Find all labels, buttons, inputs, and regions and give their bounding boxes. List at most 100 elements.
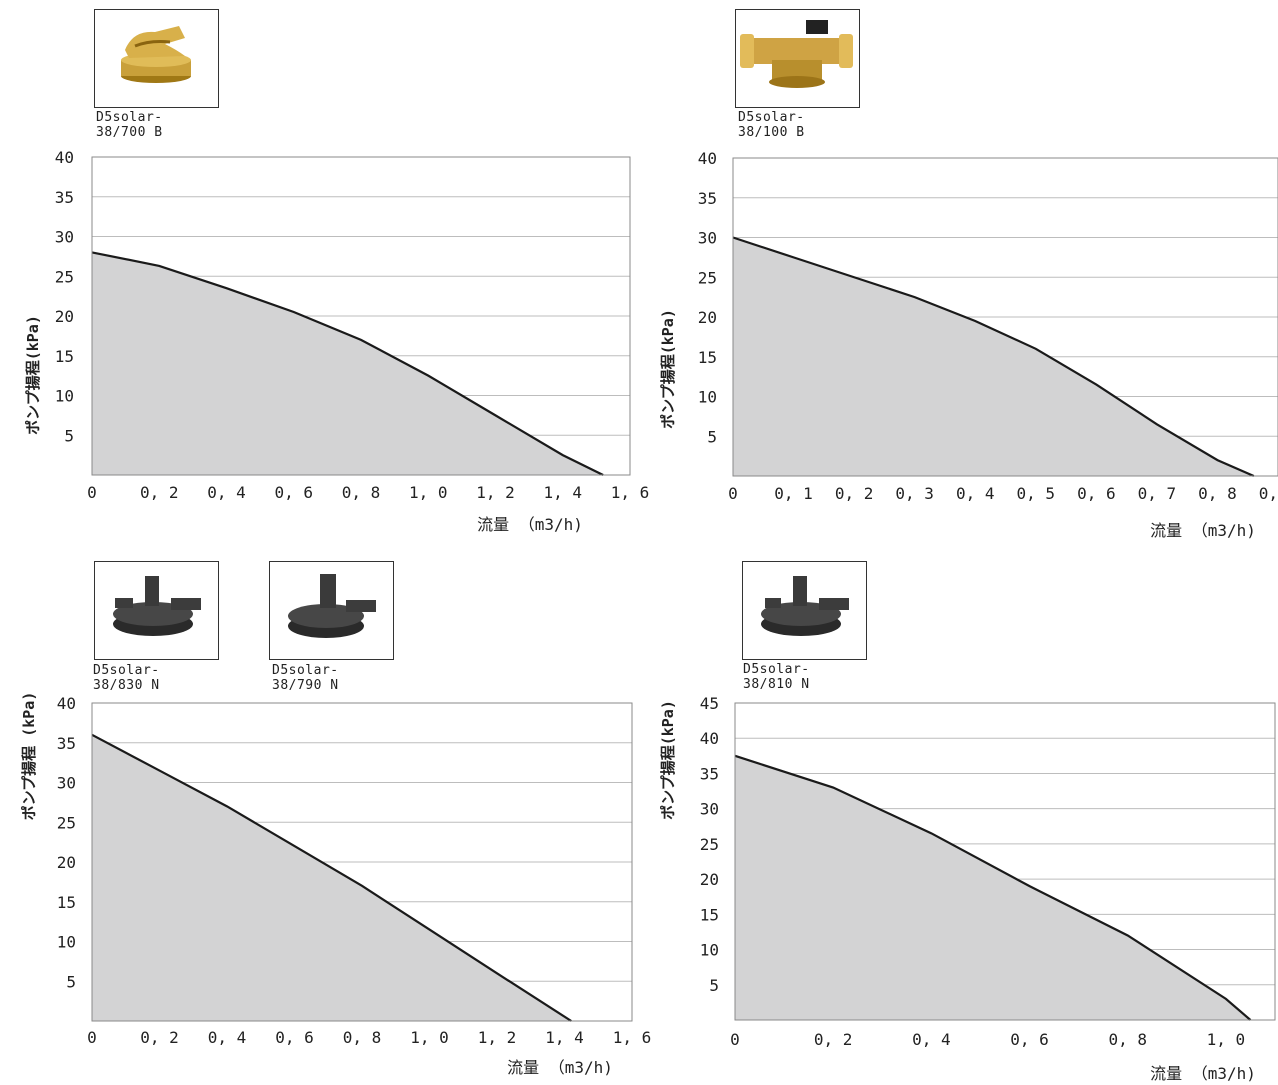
x-axis-label: 流量 （m3/h) xyxy=(507,1058,613,1077)
y-tick-label: 20 xyxy=(57,853,76,872)
y-axis-label: ポンプ揚程(kPa) xyxy=(659,309,677,429)
pump-curve-line xyxy=(91,733,572,1022)
pump-curve-line xyxy=(732,236,1255,478)
black-pump-housing-icon xyxy=(113,576,201,636)
x-tick-label: 1, 0 xyxy=(1207,1030,1246,1049)
x-tick-label: 0, 5 xyxy=(1017,484,1056,503)
y-tick-label: 30 xyxy=(55,228,74,247)
product-photo-3 xyxy=(94,561,219,660)
x-axis-label: 流量 （m3/h) xyxy=(1150,521,1256,540)
curve-area xyxy=(92,734,572,1021)
y-tick-label: 15 xyxy=(55,347,74,366)
x-tick-label: 0, 8 xyxy=(1108,1030,1147,1049)
x-tick-label: 0, 9 xyxy=(1259,484,1278,503)
y-tick-label: 10 xyxy=(55,387,74,406)
y-tick-label: 25 xyxy=(700,835,719,854)
x-tick-label: 0, 4 xyxy=(208,1028,247,1047)
product-photo-1 xyxy=(94,9,219,108)
product-label-1: D5solar-38/700 B xyxy=(96,110,163,140)
x-tick-label: 0, 6 xyxy=(1077,484,1116,503)
x-tick-label: 0 xyxy=(87,1028,97,1047)
x-tick-label: 0, 7 xyxy=(1138,484,1177,503)
x-tick-label: 0, 3 xyxy=(895,484,934,503)
y-axis-label: ポンプ揚程(kPa) xyxy=(24,315,42,435)
plot-frame xyxy=(734,702,1276,1021)
x-tick-label: 0, 6 xyxy=(1010,1030,1049,1049)
y-tick-label: 20 xyxy=(55,307,74,326)
plot-frame xyxy=(732,157,1278,477)
pump-curve-line xyxy=(91,251,604,476)
x-tick-label: 1, 6 xyxy=(613,1028,652,1047)
y-tick-label: 30 xyxy=(698,229,717,248)
x-tick-label: 0, 6 xyxy=(275,1028,314,1047)
y-tick-label: 40 xyxy=(57,694,76,713)
y-tick-label: 35 xyxy=(700,764,719,783)
x-tick-label: 0 xyxy=(728,484,738,503)
brass-pump-housing-icon xyxy=(121,26,191,83)
y-tick-label: 30 xyxy=(57,774,76,793)
brass-pump-inline-icon xyxy=(740,20,853,88)
x-tick-label: 0 xyxy=(87,483,97,502)
y-tick-label: 5 xyxy=(707,427,717,446)
product-label-5: D5solar-38/810 N xyxy=(743,662,810,692)
product-label-4: D5solar-38/790 N xyxy=(272,663,339,693)
x-axis-label: 流量 （m3/h) xyxy=(477,515,583,534)
y-tick-label: 5 xyxy=(709,976,719,995)
x-tick-label: 0, 2 xyxy=(140,483,179,502)
black-pump-housing-icon xyxy=(288,574,376,638)
product-label-3: D5solar-38/830 N xyxy=(93,663,160,693)
x-tick-label: 0, 8 xyxy=(1198,484,1237,503)
y-tick-label: 35 xyxy=(698,189,717,208)
x-tick-label: 0, 1 xyxy=(774,484,813,503)
product-photo-4 xyxy=(269,561,394,660)
x-tick-label: 0, 2 xyxy=(140,1028,179,1047)
x-tick-label: 0, 2 xyxy=(814,1030,853,1049)
y-tick-label: 15 xyxy=(700,905,719,924)
x-tick-label: 1, 2 xyxy=(476,483,515,502)
x-tick-label: 0, 4 xyxy=(912,1030,951,1049)
pump-curve-chart-1: 5 10 15 20 25 30 35 40 0 0, 2 0, 4 0, 6 0, 8 1, 0 1, 2… xyxy=(24,148,650,534)
x-tick-label: 0 xyxy=(730,1030,740,1049)
y-tick-label: 10 xyxy=(57,933,76,952)
x-tick-label: 0, 2 xyxy=(835,484,874,503)
pump-curve-chart-3: 5 10 15 20 25 30 35 40 0 0, 2 0, 4 0, 6 0, 8 1, 0 1, 2… xyxy=(20,692,652,1077)
x-tick-label: 0, 8 xyxy=(343,1028,382,1047)
y-tick-label: 15 xyxy=(57,893,76,912)
plot-frame xyxy=(91,156,631,476)
y-tick-label: 40 xyxy=(698,149,717,168)
y-tick-label: 20 xyxy=(700,870,719,889)
y-tick-label: 25 xyxy=(57,813,76,832)
x-tick-label: 1, 6 xyxy=(611,483,650,502)
y-tick-label: 35 xyxy=(55,188,74,207)
y-tick-label: 5 xyxy=(66,972,76,991)
curve-area xyxy=(735,755,1251,1020)
y-axis-label: ポンプ揚程 (kPa) xyxy=(20,692,38,821)
curve-area xyxy=(733,237,1254,476)
y-tick-label: 40 xyxy=(55,148,74,167)
x-tick-label: 0, 4 xyxy=(207,483,246,502)
y-tick-label: 45 xyxy=(700,694,719,713)
plot-frame xyxy=(91,702,633,1022)
x-tick-label: 1, 0 xyxy=(410,1028,449,1047)
y-tick-label: 25 xyxy=(55,267,74,286)
pump-curve-line xyxy=(734,754,1252,1021)
y-tick-label: 10 xyxy=(698,388,717,407)
x-tick-label: 0, 8 xyxy=(342,483,381,502)
y-tick-label: 15 xyxy=(698,348,717,367)
x-tick-label: 1, 2 xyxy=(478,1028,517,1047)
curve-area xyxy=(92,252,604,475)
y-tick-label: 40 xyxy=(700,729,719,748)
black-pump-housing-icon xyxy=(761,576,849,636)
x-tick-label: 0, 4 xyxy=(956,484,995,503)
x-tick-label: 0, 6 xyxy=(274,483,313,502)
y-tick-label: 20 xyxy=(698,308,717,327)
product-label-2: D5solar-38/100 B xyxy=(738,110,805,140)
x-tick-label: 1, 4 xyxy=(545,1028,584,1047)
y-tick-label: 5 xyxy=(64,426,74,445)
x-tick-label: 1, 0 xyxy=(409,483,448,502)
x-axis-label: 流量 （m3/h) xyxy=(1150,1064,1256,1083)
y-tick-label: 35 xyxy=(57,734,76,753)
y-axis-label: ポンプ揚程(kPa) xyxy=(659,700,677,820)
pump-curve-chart-4: 5 10 15 20 25 30 35 40 45 0 0, 2 0, 4 0, 6 0, 8 1, 0 流量… xyxy=(659,694,1276,1083)
y-tick-label: 10 xyxy=(700,941,719,960)
